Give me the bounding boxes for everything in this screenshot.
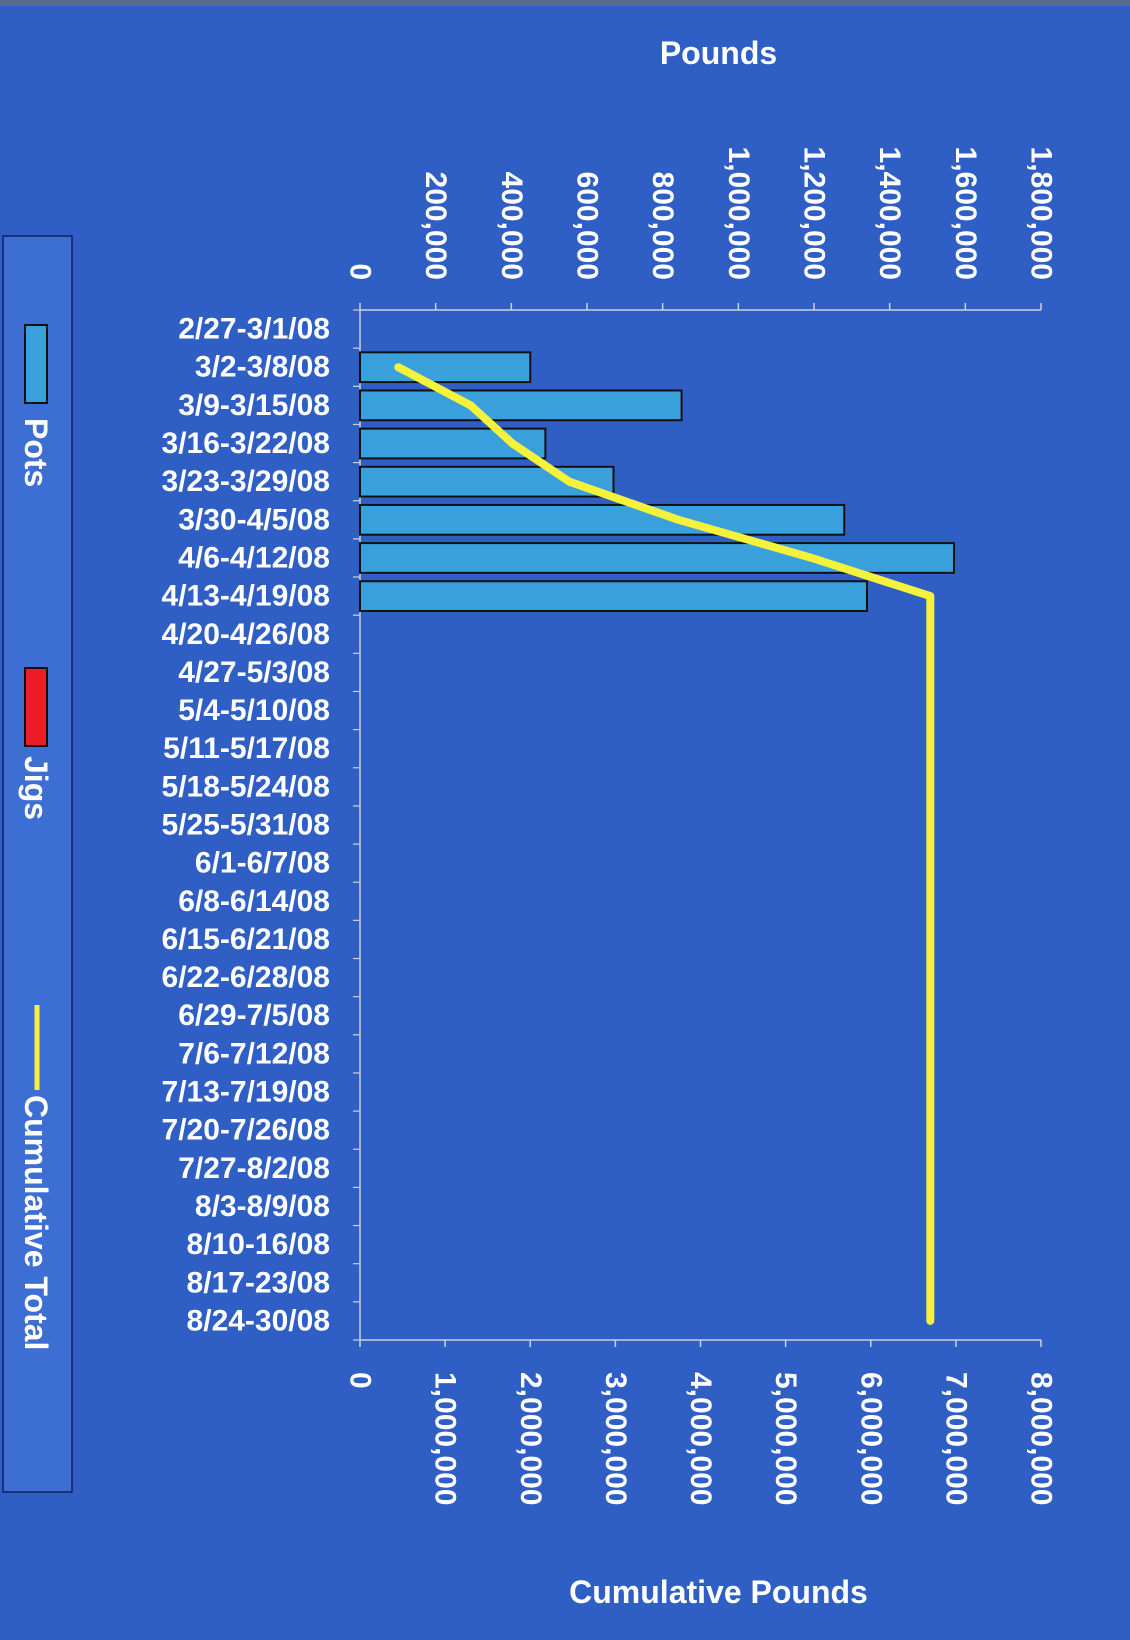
- category-label: 3/30-4/5/08: [178, 503, 330, 536]
- primary-tick-label: 600,000: [571, 172, 604, 280]
- category-label: 4/27-5/3/08: [178, 656, 330, 689]
- bar-pots: [359, 351, 532, 384]
- secondary-tick-label: 6,000,000: [854, 1372, 887, 1505]
- legend-swatch-pots: [24, 324, 48, 404]
- primary-tick-label: 0: [344, 263, 377, 280]
- primary-tick-label: 1,200,000: [798, 147, 831, 280]
- cumulative-total-line: [394, 363, 935, 1325]
- bar-pots: [359, 503, 846, 536]
- secondary-tick-label: 1,000,000: [429, 1372, 462, 1505]
- legend-box: [2, 235, 73, 1493]
- secondary-tick-label: 0: [344, 1372, 377, 1389]
- secondary-tick-label: 8,000,000: [1025, 1372, 1058, 1505]
- primary-tick-label: 1,400,000: [873, 147, 906, 280]
- bar-pots: [359, 389, 683, 422]
- category-label: 6/8-6/14/08: [178, 885, 330, 918]
- category-label: 8/3-8/9/08: [195, 1190, 330, 1223]
- plot-area: 0 200,000 400,000 600,000 800,000 1,000,000 1,…: [162, 35, 1058, 1610]
- secondary-tick-label: 3,000,000: [599, 1372, 632, 1505]
- primary-tick-label: 1,600,000: [949, 147, 982, 280]
- category-label: 8/24-30/08: [187, 1304, 330, 1337]
- category-label: 4/20-4/26/08: [162, 618, 330, 651]
- secondary-tick-label: 4,000,000: [684, 1372, 717, 1505]
- secondary-tick-label: 7,000,000: [939, 1372, 972, 1505]
- bar-pots: [359, 580, 868, 612]
- primary-tick-label: 1,000,000: [722, 147, 755, 280]
- category-label: 5/25-5/31/08: [162, 809, 330, 842]
- category-label: 6/1-6/7/08: [195, 847, 330, 880]
- category-label: 3/16-3/22/08: [162, 427, 330, 460]
- category-label: 4/6-4/12/08: [178, 541, 330, 574]
- category-label: 3/2-3/8/08: [195, 351, 330, 384]
- secondary-axis-title: Cumulative Pounds: [569, 1574, 868, 1610]
- primary-tick-label: 1,800,000: [1025, 147, 1058, 280]
- category-label: 5/18-5/24/08: [162, 770, 330, 803]
- category-label: 7/6-7/12/08: [178, 1037, 330, 1070]
- legend-label-cumulative-total: Cumulative Total: [18, 1095, 54, 1350]
- legend-label-jigs: Jigs: [18, 756, 54, 820]
- primary-tick-label: 800,000: [646, 172, 679, 280]
- legend-label-pots: Pots: [18, 418, 54, 487]
- photo-edge-strip: [0, 0, 1130, 6]
- category-label: 8/17-23/08: [187, 1266, 330, 1299]
- category-label: 3/9-3/15/08: [178, 389, 330, 422]
- secondary-tick-label: 5,000,000: [769, 1372, 802, 1505]
- primary-tick-label: 200,000: [419, 172, 452, 280]
- legend: Pots Jigs Cumulative Total: [2, 235, 73, 1493]
- category-label: 6/29-7/5/08: [178, 999, 330, 1032]
- category-label: 7/20-7/26/08: [162, 1114, 330, 1147]
- category-label: 8/10-16/08: [187, 1228, 330, 1261]
- category-label: 7/13-7/19/08: [162, 1076, 330, 1109]
- primary-axis-title: Pounds: [660, 35, 777, 71]
- category-label: 2/27-3/1/08: [178, 313, 330, 346]
- bar-pots: [359, 542, 955, 574]
- legend-swatch-jigs: [24, 667, 48, 747]
- category-label: 5/11-5/17/08: [163, 732, 330, 765]
- category-label: 5/4-5/10/08: [178, 694, 330, 727]
- category-label: 6/15-6/21/08: [162, 923, 330, 956]
- category-label: 7/27-8/2/08: [178, 1152, 330, 1185]
- primary-tick-label: 400,000: [495, 172, 528, 280]
- category-label: 3/23-3/29/08: [162, 465, 330, 498]
- secondary-tick-label: 2,000,000: [514, 1372, 547, 1505]
- category-label: 4/13-4/19/08: [162, 580, 330, 613]
- category-label: 6/22-6/28/08: [162, 961, 330, 994]
